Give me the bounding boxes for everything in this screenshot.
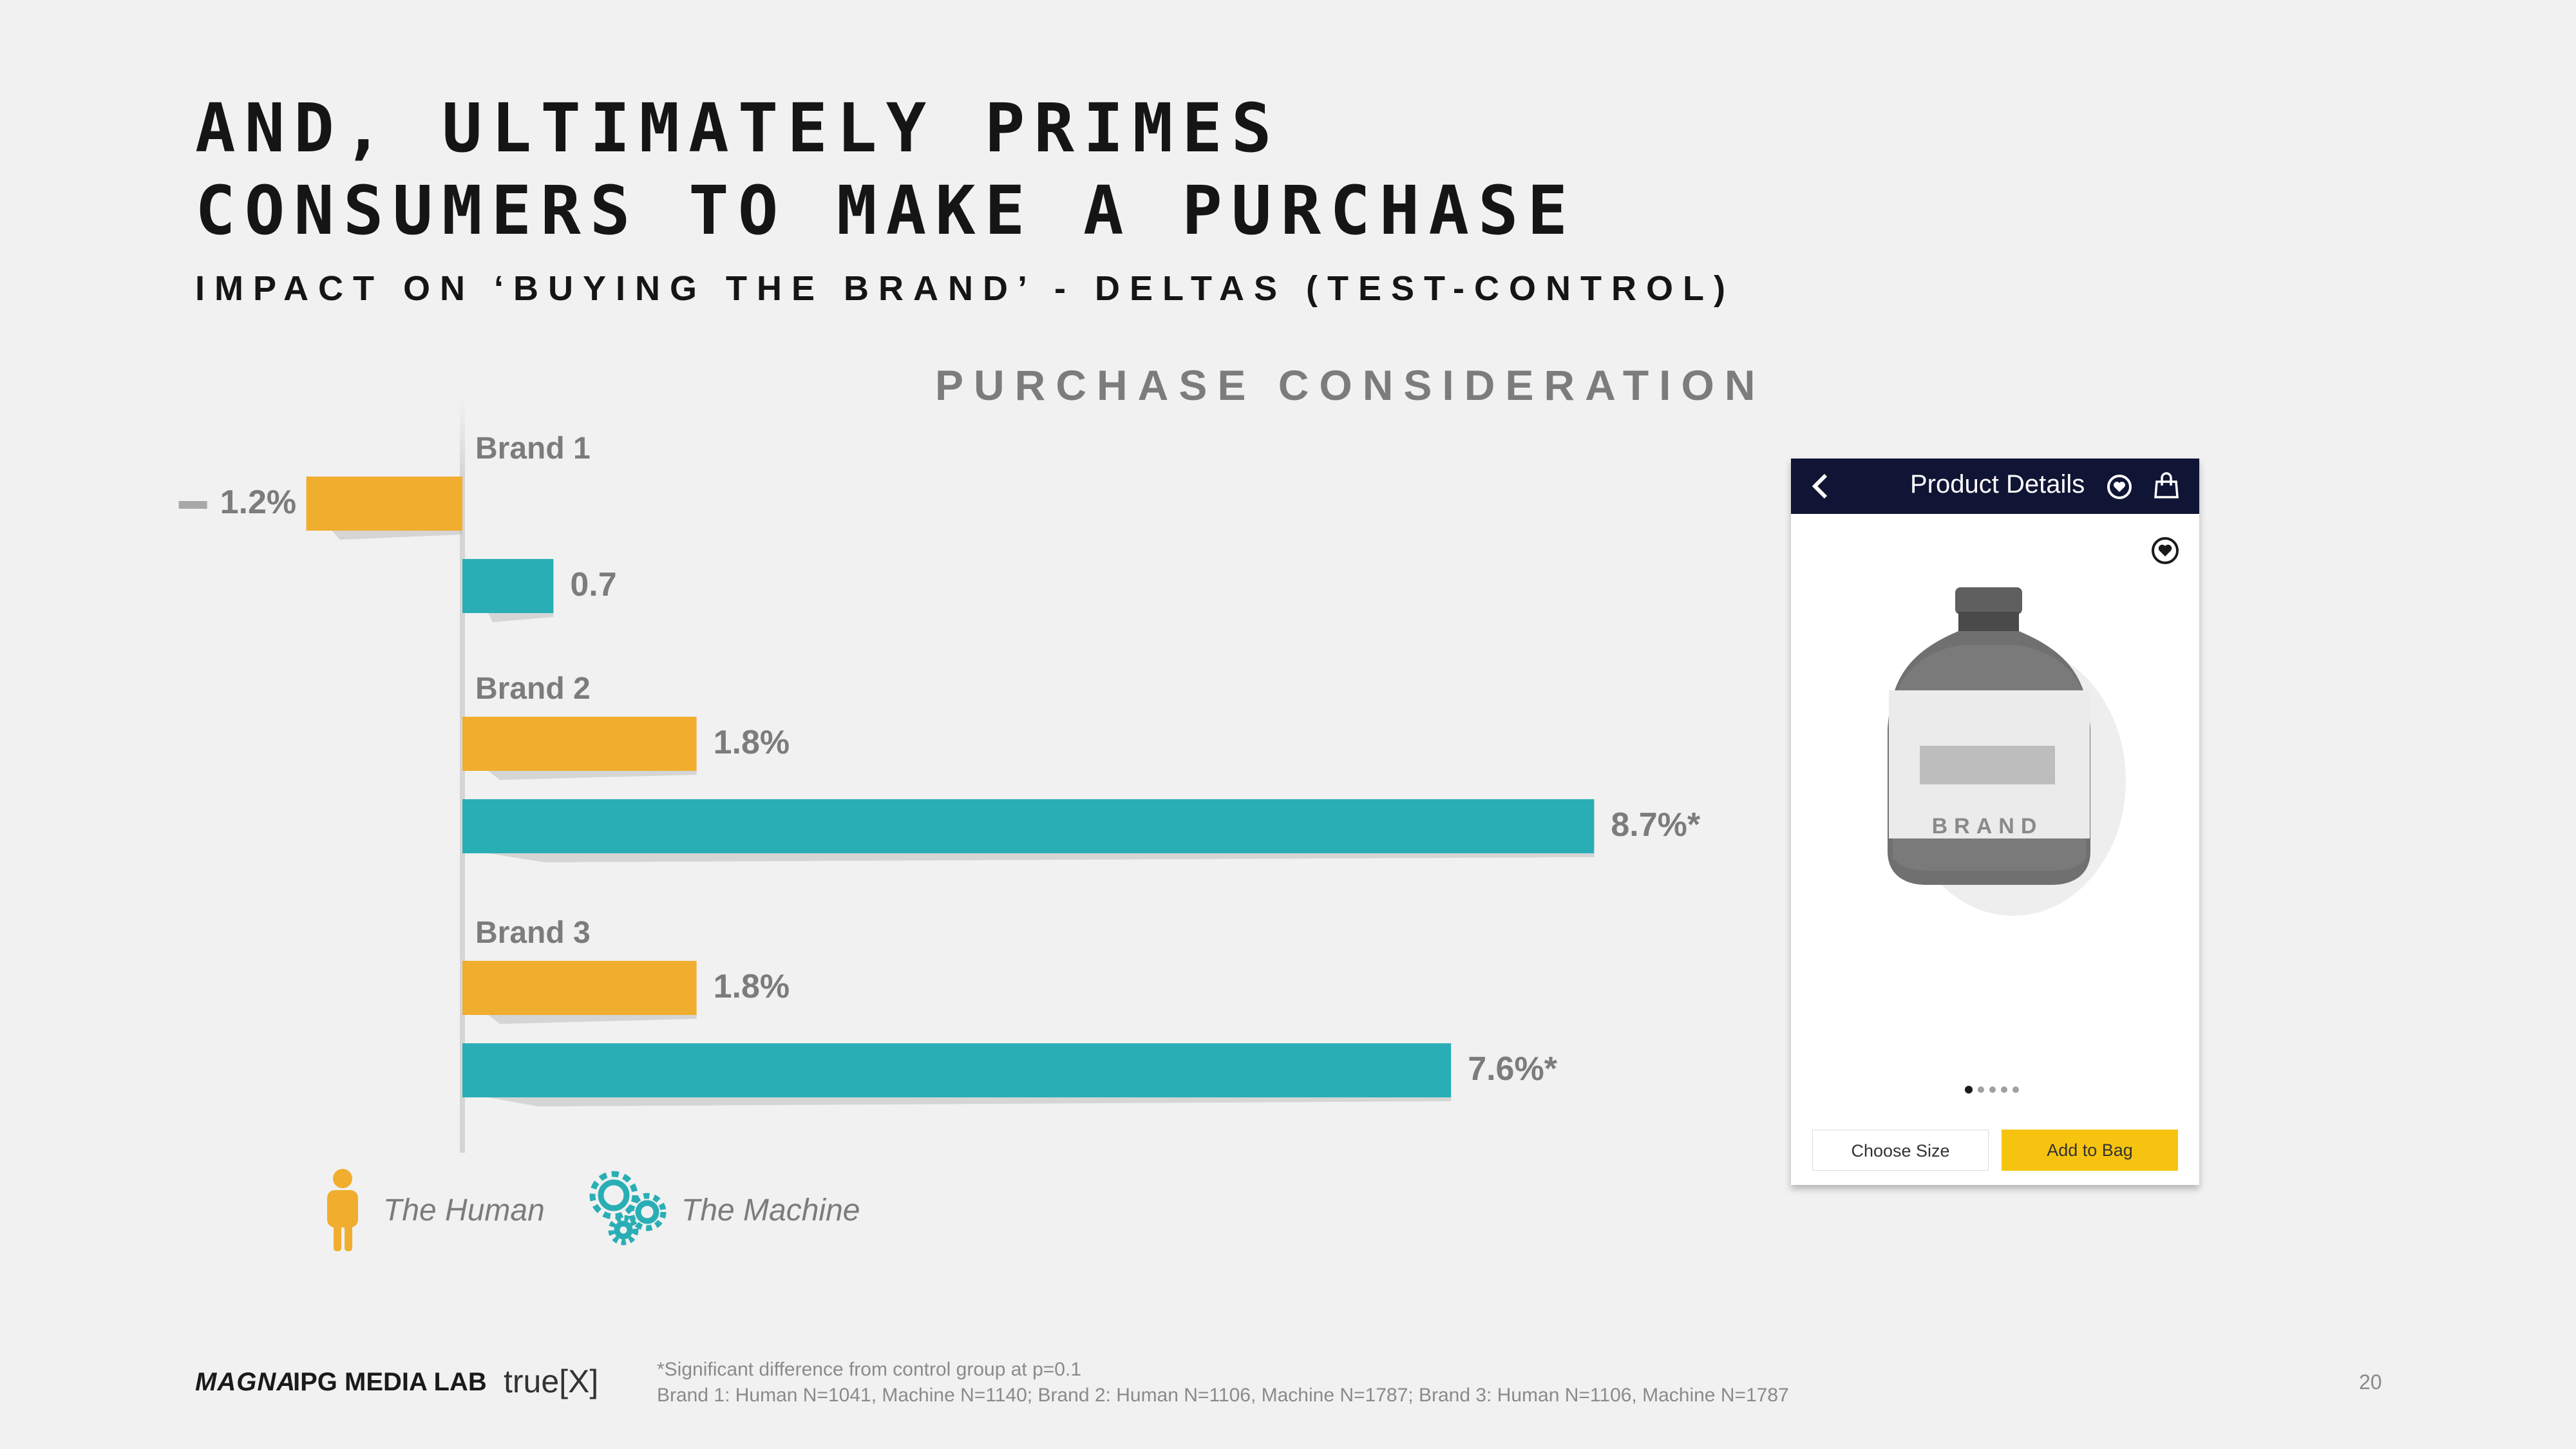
phone-title: Product Details (1910, 470, 2085, 498)
carousel-dots[interactable] (1965, 1086, 2029, 1094)
machine-bar (462, 559, 554, 613)
chart-title: PURCHASE CONSIDERATION (935, 361, 1766, 409)
legend-label-human: The Human (383, 1193, 545, 1227)
person-icon (327, 1169, 358, 1251)
phone-header: Product Details (1791, 459, 2199, 514)
slide-title: AND, ULTIMATELY PRIMES CONSUMERS TO MAKE… (195, 89, 1577, 250)
legend-label-machine: The Machine (681, 1193, 860, 1227)
carousel-dot-active[interactable] (1965, 1086, 1973, 1094)
slide-subtitle: IMPACT ON ‘BUYING THE BRAND’ - DELTAS (T… (195, 269, 1735, 308)
chevron-left-icon[interactable] (1809, 473, 1831, 500)
bar-value-label: 7.6%* (1468, 1050, 1558, 1088)
shopping-bag-icon[interactable] (2153, 471, 2180, 500)
footnote-significance: *Significant difference from control gro… (657, 1359, 1082, 1380)
page-number: 20 (2359, 1370, 2382, 1394)
bar-value-label: 1.8% (714, 968, 790, 1005)
bar-shadow (488, 771, 697, 780)
gears-icon (589, 1171, 667, 1245)
carousel-dot[interactable] (2012, 1086, 2019, 1093)
human-bar (306, 477, 462, 531)
bar-value-label: 0.7 (570, 566, 616, 603)
bar-shadow (488, 613, 554, 622)
zero-axis-line (460, 399, 465, 1153)
category-label: Brand 1 (475, 431, 591, 466)
truex-logo: true[X] (504, 1363, 599, 1399)
human-bar (462, 961, 697, 1015)
phone-mockup: Product Details BRAND Choose Size Add to… (1791, 459, 2199, 1185)
bar-value-label: 1.2% (220, 484, 297, 521)
product-brand-label: BRAND (1931, 814, 2043, 838)
bar-shadow (488, 1097, 1452, 1106)
bar-value-label: 8.7%* (1611, 806, 1701, 844)
bar-shadow (332, 531, 462, 540)
bar-shadow (488, 853, 1595, 862)
magna-logo: MAGNA (195, 1368, 296, 1396)
add-to-bag-button[interactable]: Add to Bag (2002, 1130, 2178, 1171)
category-label: Brand 3 (475, 916, 591, 950)
ipg-media-lab-logo: IPG MEDIA LAB (293, 1368, 487, 1396)
carousel-dot[interactable] (2001, 1086, 2007, 1093)
human-bar (462, 717, 697, 771)
heart-icon[interactable] (2150, 536, 2180, 565)
negative-sign (178, 501, 207, 509)
machine-bar (462, 1043, 1452, 1097)
category-label: Brand 2 (475, 672, 591, 706)
footnote-sample-sizes: Brand 1: Human N=1041, Machine N=1140; B… (657, 1385, 1789, 1406)
carousel-dot[interactable] (1989, 1086, 1996, 1093)
machine-bar (462, 799, 1595, 853)
carousel-dot[interactable] (1978, 1086, 1984, 1093)
heart-icon[interactable] (2107, 474, 2132, 500)
bar-value-label: 1.8% (714, 724, 790, 761)
bar-shadow (488, 1015, 697, 1024)
choose-size-button[interactable]: Choose Size (1812, 1130, 1989, 1171)
product-image (1888, 587, 2126, 916)
